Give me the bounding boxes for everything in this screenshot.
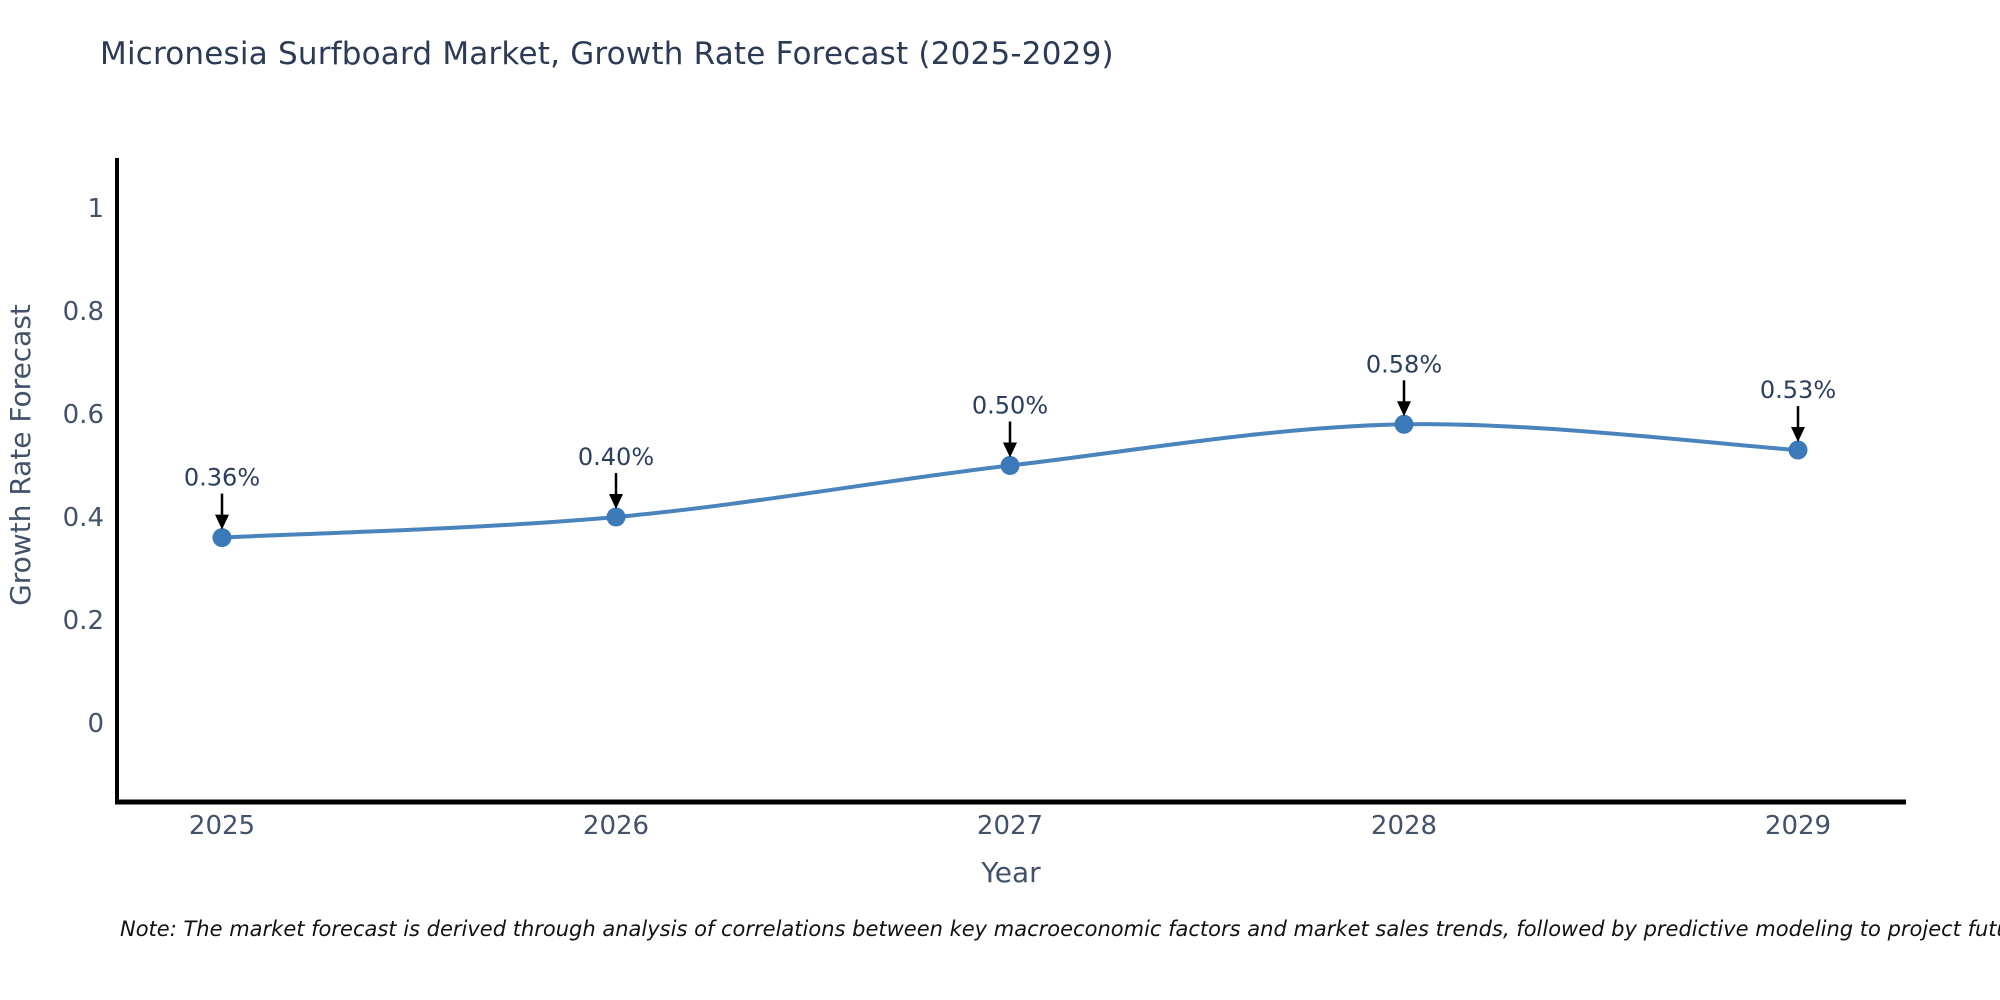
data-point-marker (1788, 440, 1808, 460)
y-tick-label: 0.2 (63, 606, 104, 636)
x-axis-title: Year (980, 856, 1041, 889)
annotation-arrowhead-icon (215, 514, 229, 530)
y-tick-label: 0.6 (63, 400, 104, 430)
data-point-marker (606, 507, 626, 527)
annotation-arrowhead-icon (609, 494, 623, 509)
x-tick-label: 2029 (1765, 811, 1831, 841)
x-tick-label: 2027 (977, 811, 1043, 841)
annotation-label: 0.50% (972, 392, 1048, 420)
x-tick-label: 2028 (1371, 811, 1437, 841)
x-tick-label: 2026 (583, 811, 649, 841)
annotation-arrowhead-icon (1003, 442, 1017, 458)
y-tick-label: 0 (87, 709, 104, 739)
y-axis-title: Growth Rate Forecast (4, 304, 37, 606)
y-tick-label: 0.8 (63, 297, 104, 327)
x-tick-label: 2025 (189, 811, 255, 841)
annotation-label: 0.53% (1760, 376, 1836, 404)
y-tick-label: 1 (87, 194, 104, 224)
footnote: Note: The market forecast is derived thr… (120, 917, 2000, 941)
data-point-marker (1000, 456, 1020, 475)
annotation-label: 0.40% (578, 443, 654, 471)
data-point-marker (1394, 414, 1414, 434)
chart-title: Micronesia Surfboard Market, Growth Rate… (100, 36, 1114, 72)
annotation-arrowhead-icon (1397, 401, 1411, 417)
annotation-label: 0.36% (184, 464, 260, 492)
y-tick-label: 0.4 (63, 503, 104, 533)
annotation-arrowhead-icon (1791, 427, 1805, 443)
annotation-label: 0.58% (1366, 350, 1442, 378)
data-point-marker (212, 528, 232, 548)
